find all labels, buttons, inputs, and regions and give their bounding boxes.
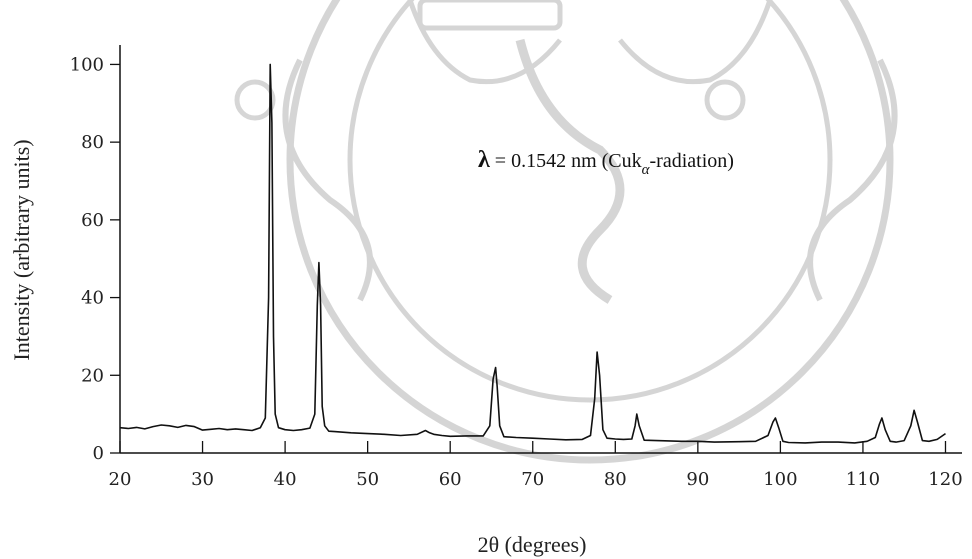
annotation-text: = 0.1542 nm (Cuk (490, 150, 642, 172)
x-axis-ticks: 20 30 40 50 60 70 80 90 100 110 120 (109, 441, 963, 490)
y-axis-ticks: 0 20 40 60 80 100 (70, 54, 120, 464)
lambda-symbol: λ (478, 147, 490, 173)
plot-frame (119, 45, 962, 454)
wavelength-annotation: λ = 0.1542 nm (Cukα-radiation) (478, 147, 734, 178)
annotation-suffix: -radiation) (650, 150, 734, 172)
y-axis-title: Intensity (arbitrary units) (9, 139, 34, 360)
y-tick-label: 20 (81, 365, 104, 386)
xrd-pattern-line (119, 63, 946, 444)
x-tick-label: 50 (356, 469, 379, 490)
y-tick-label: 40 (81, 288, 104, 309)
x-tick-label: 70 (521, 469, 544, 490)
x-tick-label: 120 (928, 469, 962, 490)
y-tick-label: 80 (81, 132, 104, 153)
x-tick-label: 20 (109, 469, 132, 490)
x-tick-label: 60 (439, 469, 462, 490)
x-tick-label: 80 (604, 469, 627, 490)
x-tick-label: 90 (686, 469, 709, 490)
x-tick-label: 110 (846, 469, 880, 490)
y-tick-label: 60 (81, 210, 104, 231)
y-tick-label: 100 (70, 54, 104, 75)
y-tick-label: 0 (93, 443, 104, 464)
x-tick-label: 30 (191, 469, 214, 490)
x-tick-label: 100 (763, 469, 797, 490)
x-axis-title: 2θ (degrees) (478, 532, 587, 557)
annotation-subscript: α (642, 162, 651, 178)
x-tick-label: 40 (274, 469, 297, 490)
